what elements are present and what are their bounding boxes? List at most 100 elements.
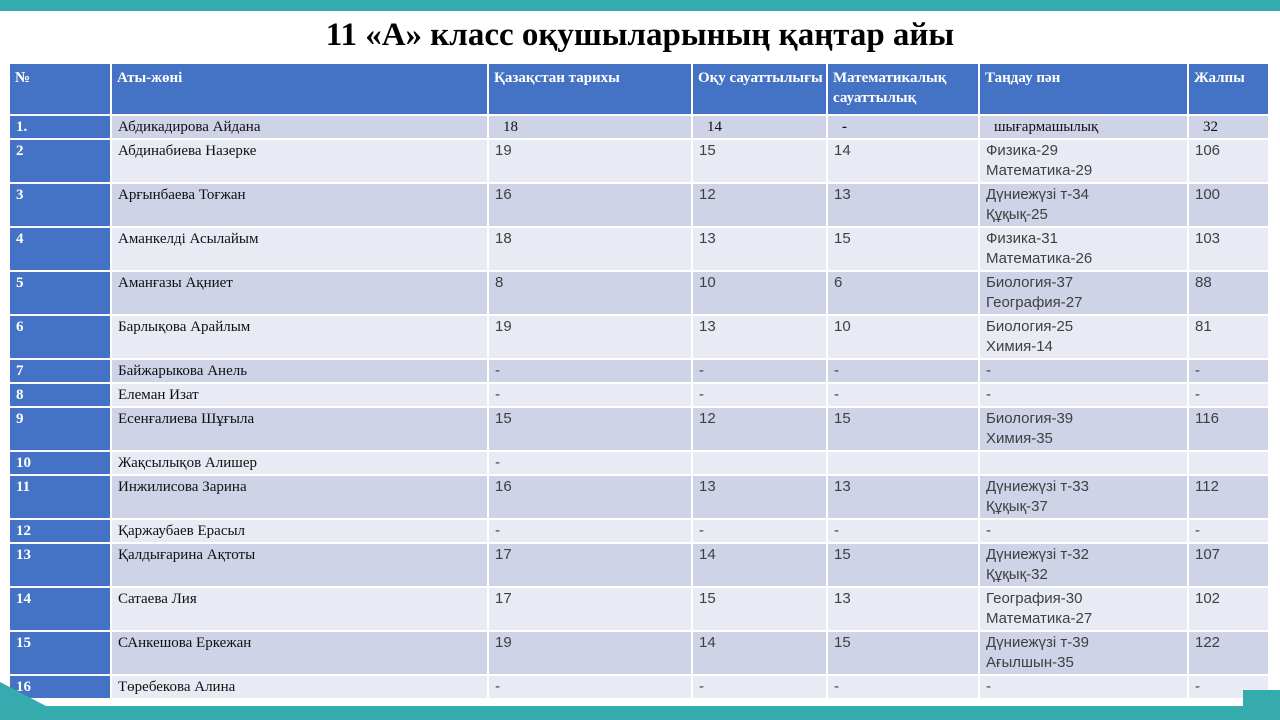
column-header-number: №: [10, 64, 110, 114]
student-name-cell: Елеман Изат: [112, 384, 487, 406]
history-score-cell: 17: [489, 544, 691, 586]
history-score-cell: 16: [489, 476, 691, 518]
table-row: 14 Сатаева Лия 17 15 13 География-30 Мат…: [10, 588, 1268, 630]
history-score-cell: 8: [489, 272, 691, 314]
reading-score-cell: 12: [693, 408, 826, 450]
student-name-cell: Төребекова Алина: [112, 676, 487, 698]
total-score-cell: 112: [1189, 476, 1268, 518]
elective-subject-cell: Дүниежүзі т-33 Құқық-37: [980, 476, 1187, 518]
row-number-cell: 1.: [10, 116, 110, 138]
table-row: 10 Жақсылықов Алишер -: [10, 452, 1268, 474]
student-name-cell: Аманкелді Асылайым: [112, 228, 487, 270]
elective-subject-cell: -: [980, 676, 1187, 698]
student-name-cell: Аманғазы Ақниет: [112, 272, 487, 314]
reading-score-cell: 14: [693, 544, 826, 586]
math-score-cell: 6: [828, 272, 978, 314]
student-name-cell: Қаржаубаев Ерасыл: [112, 520, 487, 542]
top-accent-bar: [0, 0, 1280, 11]
reading-score-cell: -: [693, 676, 826, 698]
elective-subject-cell: Физика-29 Математика-29: [980, 140, 1187, 182]
table-row: 1. Абдикадирова Айдана 18 14 - шығармашы…: [10, 116, 1268, 138]
table-row: 7 Байжарыкова Анель - - - - -: [10, 360, 1268, 382]
row-number-cell: 10: [10, 452, 110, 474]
math-score-cell: -: [828, 384, 978, 406]
reading-score-cell: 13: [693, 476, 826, 518]
history-score-cell: 19: [489, 632, 691, 674]
reading-score-cell: 15: [693, 588, 826, 630]
elective-subject-cell: -: [980, 360, 1187, 382]
reading-score-cell: 13: [693, 228, 826, 270]
total-score-cell: -: [1189, 520, 1268, 542]
math-score-cell: 15: [828, 408, 978, 450]
reading-score-cell: 10: [693, 272, 826, 314]
row-number-cell: 6: [10, 316, 110, 358]
total-score-cell: 102: [1189, 588, 1268, 630]
student-name-cell: Абдинабиева Назерке: [112, 140, 487, 182]
total-score-cell: 100: [1189, 184, 1268, 226]
elective-subject-cell: Дүниежүзі т-32 Құқық-32: [980, 544, 1187, 586]
table-row: 9 Есенғалиева Шұғыла 15 12 15 Биология-3…: [10, 408, 1268, 450]
row-number-cell: 4: [10, 228, 110, 270]
row-number-cell: 5: [10, 272, 110, 314]
student-name-cell: Барлықова Арайлым: [112, 316, 487, 358]
reading-score-cell: 14: [693, 116, 826, 138]
total-score-cell: 106: [1189, 140, 1268, 182]
student-name-cell: Есенғалиева Шұғыла: [112, 408, 487, 450]
row-number-cell: 3: [10, 184, 110, 226]
history-score-cell: 15: [489, 408, 691, 450]
math-score-cell: 13: [828, 476, 978, 518]
table-row: 6 Барлықова Арайлым 19 13 10 Биология-25…: [10, 316, 1268, 358]
elective-subject-cell: Биология-37 География-27: [980, 272, 1187, 314]
table-row: 12 Қаржаубаев Ерасыл - - - - -: [10, 520, 1268, 542]
column-header-elective: Таңдау пән: [980, 64, 1187, 114]
math-score-cell: 13: [828, 588, 978, 630]
column-header-name: Аты-жөні: [112, 64, 487, 114]
elective-subject-cell: [980, 452, 1187, 474]
row-number-cell: 16: [10, 676, 110, 698]
math-score-cell: [828, 452, 978, 474]
elective-subject-cell: Дүниежүзі т-34 Құқық-25: [980, 184, 1187, 226]
total-score-cell: 88: [1189, 272, 1268, 314]
math-score-cell: -: [828, 676, 978, 698]
row-number-cell: 2: [10, 140, 110, 182]
total-score-cell: 81: [1189, 316, 1268, 358]
grades-table: № Аты-жөні Қазақстан тарихы Оқу сауаттыл…: [8, 62, 1270, 700]
total-score-cell: 32: [1189, 116, 1268, 138]
student-name-cell: Инжилисова Зарина: [112, 476, 487, 518]
history-score-cell: -: [489, 360, 691, 382]
math-score-cell: 13: [828, 184, 978, 226]
math-score-cell: -: [828, 360, 978, 382]
column-header-history: Қазақстан тарихы: [489, 64, 691, 114]
elective-subject-cell: -: [980, 520, 1187, 542]
elective-subject-cell: шығармашылық: [980, 116, 1187, 138]
history-score-cell: 18: [489, 228, 691, 270]
elective-subject-cell: Физика-31 Математика-26: [980, 228, 1187, 270]
row-number-cell: 9: [10, 408, 110, 450]
student-name-cell: Сатаева Лия: [112, 588, 487, 630]
math-score-cell: -: [828, 116, 978, 138]
total-score-cell: [1189, 452, 1268, 474]
math-score-cell: -: [828, 520, 978, 542]
elective-subject-cell: Биология-39 Химия-35: [980, 408, 1187, 450]
student-name-cell: Абдикадирова Айдана: [112, 116, 487, 138]
row-number-cell: 13: [10, 544, 110, 586]
history-score-cell: -: [489, 452, 691, 474]
reading-score-cell: -: [693, 360, 826, 382]
math-score-cell: 10: [828, 316, 978, 358]
table-row: 15 САнкешова Еркежан 19 14 15 Дүниежүзі …: [10, 632, 1268, 674]
math-score-cell: 15: [828, 228, 978, 270]
table-row: 11 Инжилисова Зарина 16 13 13 Дүниежүзі …: [10, 476, 1268, 518]
table-body: 1. Абдикадирова Айдана 18 14 - шығармашы…: [10, 116, 1268, 698]
student-name-cell: Байжарыкова Анель: [112, 360, 487, 382]
history-score-cell: -: [489, 384, 691, 406]
table-row: 8 Елеман Изат - - - - -: [10, 384, 1268, 406]
student-name-cell: Қалдығарина Ақтоты: [112, 544, 487, 586]
total-score-cell: 122: [1189, 632, 1268, 674]
table-row: 4 Аманкелді Асылайым 18 13 15 Физика-31 …: [10, 228, 1268, 270]
table-row: 3 Арғынбаева Тоғжан 16 12 13 Дүниежүзі т…: [10, 184, 1268, 226]
reading-score-cell: -: [693, 520, 826, 542]
student-name-cell: Жақсылықов Алишер: [112, 452, 487, 474]
bottom-accent-bar: [0, 706, 1280, 720]
history-score-cell: 18: [489, 116, 691, 138]
page-title: 11 «А» класс оқушыларының қаңтар айы: [325, 17, 955, 53]
